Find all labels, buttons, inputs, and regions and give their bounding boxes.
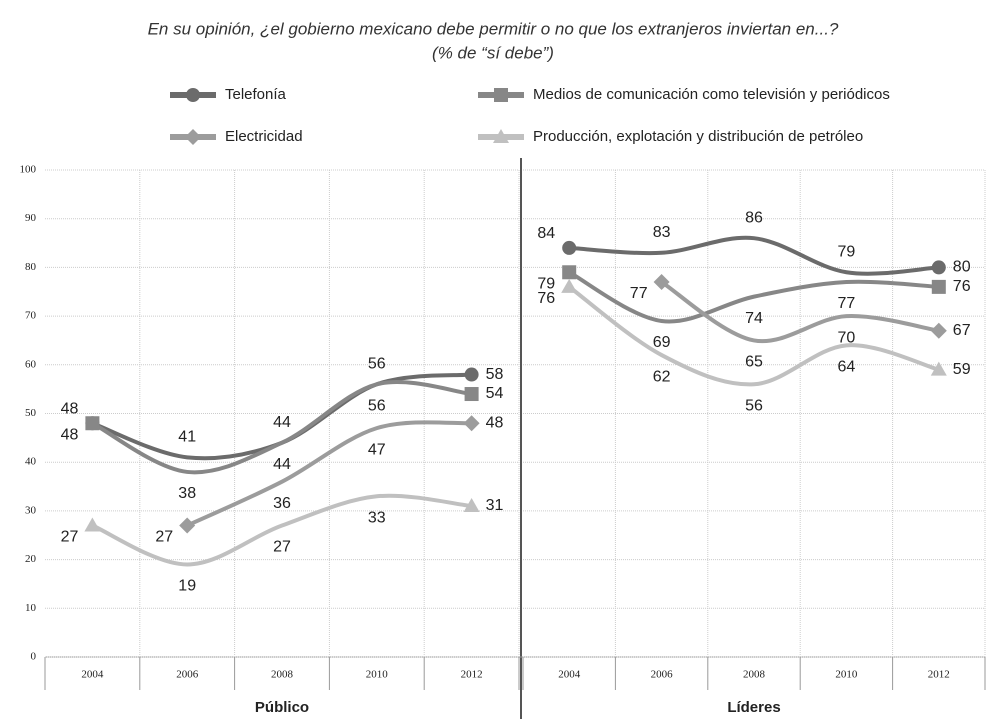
data-label: 79 bbox=[537, 275, 555, 292]
chart-subtitle: (% de “sí debe”) bbox=[432, 43, 554, 62]
data-label: 56 bbox=[368, 397, 386, 414]
data-label: 27 bbox=[273, 539, 291, 556]
data-label: 48 bbox=[61, 400, 79, 417]
marker bbox=[494, 88, 508, 102]
x-tick-label: 2006 bbox=[176, 669, 199, 681]
legend-label: Medios de comunicación como televisión y… bbox=[533, 86, 890, 103]
data-label: 41 bbox=[178, 429, 196, 446]
data-label: 86 bbox=[745, 209, 763, 226]
series-line bbox=[91, 380, 472, 475]
data-label: 77 bbox=[630, 285, 648, 302]
data-label: 33 bbox=[368, 510, 386, 527]
x-tick-label: 2012 bbox=[928, 669, 950, 681]
data-label: 76 bbox=[537, 290, 555, 307]
data-label: 56 bbox=[368, 355, 386, 372]
data-label: 19 bbox=[178, 578, 196, 595]
marker bbox=[464, 367, 479, 382]
y-tick-label: 100 bbox=[20, 164, 37, 176]
x-axis-label: Público bbox=[255, 699, 309, 716]
marker bbox=[562, 240, 577, 255]
data-label: 83 bbox=[653, 224, 671, 241]
marker bbox=[463, 415, 480, 432]
chart-title: En su opinión, ¿el gobierno mexicano deb… bbox=[148, 19, 839, 38]
marker bbox=[179, 517, 196, 534]
data-label: 58 bbox=[486, 366, 504, 383]
y-tick-label: 50 bbox=[25, 407, 37, 419]
x-tick-label: 2004 bbox=[81, 669, 104, 681]
marker bbox=[84, 517, 101, 532]
data-label: 67 bbox=[953, 322, 971, 339]
marker bbox=[653, 274, 670, 291]
series-line bbox=[186, 420, 472, 528]
y-tick-label: 90 bbox=[25, 212, 37, 224]
x-tick-label: 2010 bbox=[835, 669, 858, 681]
data-label: 54 bbox=[486, 385, 504, 402]
data-label: 80 bbox=[953, 259, 971, 276]
legend-label: Producción, explotación y distribución d… bbox=[533, 128, 863, 145]
data-label: 48 bbox=[61, 426, 79, 443]
y-tick-label: 70 bbox=[25, 310, 37, 322]
y-tick-label: 0 bbox=[31, 651, 37, 663]
marker bbox=[85, 416, 100, 431]
data-label: 44 bbox=[273, 456, 291, 473]
data-label: 47 bbox=[368, 441, 386, 458]
data-label: 59 bbox=[953, 361, 971, 378]
data-label: 27 bbox=[61, 529, 79, 546]
data-label: 56 bbox=[745, 397, 763, 414]
data-label: 62 bbox=[653, 368, 671, 385]
series-line bbox=[568, 270, 939, 324]
series-line bbox=[568, 285, 940, 387]
x-tick-label: 2010 bbox=[366, 669, 389, 681]
marker bbox=[930, 322, 947, 339]
x-axis-label: Líderes bbox=[727, 699, 780, 716]
marker bbox=[186, 88, 200, 102]
data-label: 84 bbox=[537, 225, 555, 242]
x-tick-label: 2006 bbox=[651, 669, 674, 681]
legend-label: Telefonía bbox=[225, 86, 287, 103]
data-label: 74 bbox=[745, 310, 763, 327]
x-tick-label: 2008 bbox=[271, 669, 294, 681]
data-label: 77 bbox=[838, 295, 856, 312]
y-tick-label: 60 bbox=[25, 358, 37, 370]
marker bbox=[185, 129, 201, 145]
data-label: 31 bbox=[486, 497, 504, 514]
series-line bbox=[660, 280, 940, 344]
series-line bbox=[91, 493, 472, 567]
legend-label: Electricidad bbox=[225, 128, 303, 145]
data-label: 48 bbox=[486, 414, 504, 431]
y-tick-label: 80 bbox=[25, 261, 37, 273]
data-label: 79 bbox=[838, 243, 856, 260]
marker bbox=[562, 265, 577, 280]
y-tick-label: 10 bbox=[25, 602, 37, 614]
data-label: 27 bbox=[155, 529, 173, 546]
y-tick-label: 40 bbox=[25, 456, 37, 468]
x-tick-label: 2008 bbox=[743, 669, 766, 681]
x-tick-label: 2012 bbox=[461, 669, 483, 681]
marker bbox=[464, 387, 479, 402]
marker bbox=[463, 498, 480, 513]
data-label: 65 bbox=[745, 354, 763, 371]
data-label: 70 bbox=[838, 329, 856, 346]
marker bbox=[930, 361, 947, 376]
x-tick-label: 2004 bbox=[558, 669, 581, 681]
data-label: 38 bbox=[178, 485, 196, 502]
data-label: 64 bbox=[838, 359, 856, 376]
marker bbox=[493, 129, 509, 143]
marker bbox=[931, 260, 946, 275]
marker bbox=[561, 278, 578, 293]
data-label: 76 bbox=[953, 278, 971, 295]
data-label: 69 bbox=[653, 334, 671, 351]
series-line bbox=[569, 235, 939, 276]
y-tick-label: 20 bbox=[25, 553, 37, 565]
data-label: 36 bbox=[273, 495, 291, 512]
y-tick-label: 30 bbox=[25, 504, 37, 516]
marker bbox=[931, 279, 946, 294]
data-label: 44 bbox=[273, 414, 291, 431]
